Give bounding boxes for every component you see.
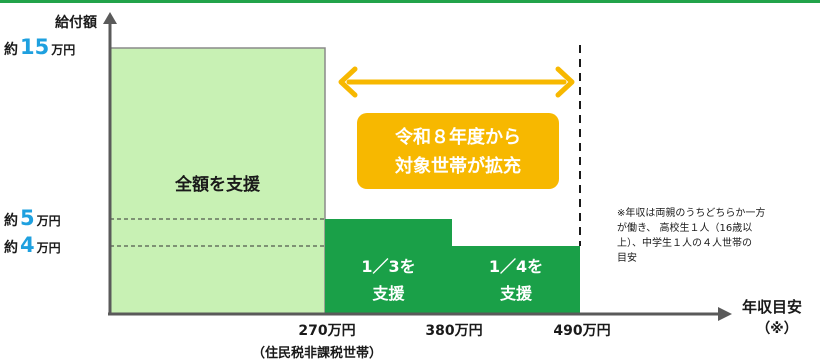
y-axis-arrowhead bbox=[103, 12, 117, 24]
x-axis-note: （※） bbox=[756, 321, 798, 337]
y-tick-prefix: 約 bbox=[4, 41, 18, 58]
note-line-3: 上）、中学生１人の４人世帯の bbox=[617, 236, 752, 249]
x-tick-label-270: 270万円 bbox=[298, 323, 355, 339]
y-tick-label-4: 約4 万円 bbox=[4, 233, 61, 257]
bar-3-label2: 支援 bbox=[499, 284, 533, 303]
note-line-1: ※年収は両親のうちどちらか一方 bbox=[617, 206, 765, 219]
bar-3-label: 1／4を bbox=[489, 257, 543, 276]
bar-2-label2: 支援 bbox=[371, 284, 405, 303]
x-tick-label-490: 490万円 bbox=[553, 323, 610, 339]
bar-2-label: 1／3を bbox=[361, 257, 415, 276]
bar-1 bbox=[109, 47, 326, 315]
y-tick-label-5: 約5 万円 bbox=[4, 206, 61, 230]
y-axis-title: 給付額 bbox=[55, 14, 97, 31]
y-tick-unit: 万円 bbox=[36, 241, 61, 255]
y-tick-unit: 万円 bbox=[50, 43, 75, 57]
expansion-callout-box bbox=[357, 113, 559, 189]
x-axis-arrowhead bbox=[718, 307, 732, 321]
x-axis-title: 年収目安 bbox=[742, 298, 802, 316]
top-accent-line bbox=[0, 0, 820, 3]
y-tick-prefix: 約 bbox=[4, 239, 18, 256]
bar-1-label: 全額を支援 bbox=[174, 174, 261, 195]
expansion-callout-line1: 令和８年度から bbox=[394, 126, 521, 148]
x-tick-label-380: 380万円 bbox=[425, 323, 482, 339]
note-line-4: 目安 bbox=[617, 251, 637, 264]
bar-3 bbox=[452, 246, 580, 314]
y-tick-label-15: 約15 万円 bbox=[4, 35, 75, 59]
y-tick-unit: 万円 bbox=[36, 214, 61, 228]
bar-2 bbox=[325, 219, 452, 314]
expansion-callout-line2: 対象世帯が拡充 bbox=[394, 155, 521, 177]
expansion-arrowhead-right bbox=[555, 66, 575, 98]
expansion-arrowhead-left bbox=[338, 66, 358, 98]
y-tick-prefix: 約 bbox=[4, 212, 18, 229]
y-tick-number: 5 bbox=[20, 206, 35, 230]
y-tick-number: 15 bbox=[20, 35, 49, 59]
note-line-2: が働き、 高校生１人（16歳以 bbox=[617, 221, 752, 234]
y-tick-number: 4 bbox=[20, 233, 35, 257]
x-tick-sublabel-270: （住民税非課税世帯） bbox=[252, 345, 382, 361]
